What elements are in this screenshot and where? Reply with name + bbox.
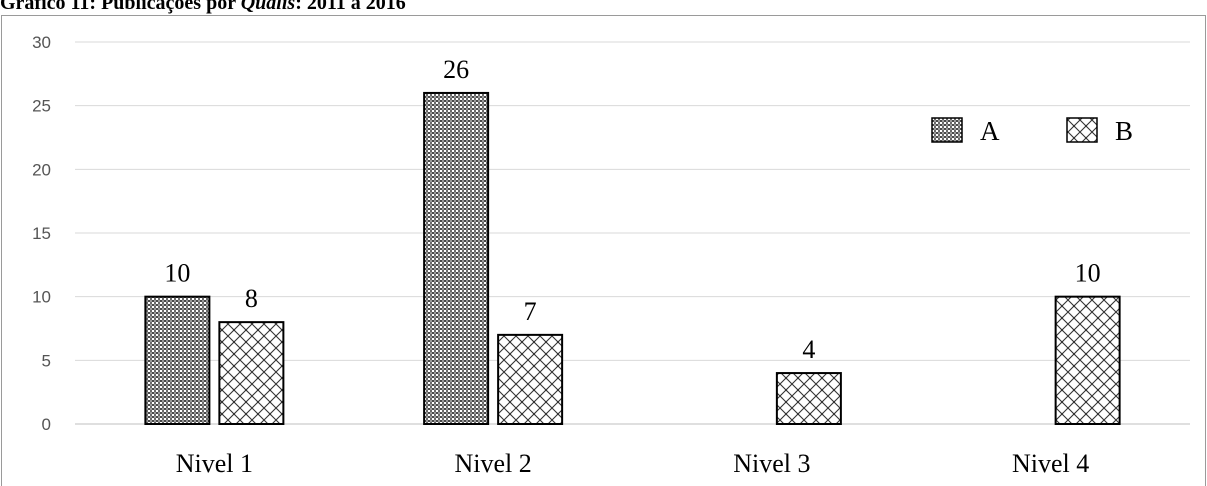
legend-label-a: A — [980, 116, 1000, 146]
bar-a — [144, 295, 211, 425]
x-category-label: Nivel 3 — [733, 449, 810, 478]
chart-frame — [1, 15, 1206, 486]
legend-swatch-a — [931, 117, 963, 143]
chart-title-prefix: Gráfico 11: Publicações por — [0, 0, 241, 14]
chart-title-suffix: : 2011 a 2016 — [295, 0, 406, 14]
x-axis-categories: Nivel 1 Nivel 2 Nivel 3 Nivel 4 — [176, 449, 1090, 478]
data-label: 10 — [164, 259, 190, 288]
x-category-label: Nivel 4 — [1012, 449, 1089, 478]
y-tick-label: 30 — [32, 33, 51, 52]
bar-b — [1054, 295, 1121, 425]
bar-b — [218, 321, 285, 425]
x-category-label: Nivel 2 — [454, 449, 531, 478]
data-label: 4 — [802, 335, 815, 364]
bar-b — [497, 333, 564, 425]
y-tick-label: 5 — [42, 351, 51, 370]
legend-label-b: B — [1115, 116, 1133, 146]
chart-title-italic: Qualis — [240, 0, 296, 14]
chart-title: Gráfico 11: Publicações por Qualis: 2011… — [0, 0, 406, 15]
data-label: 8 — [245, 284, 258, 313]
y-tick-label: 25 — [32, 97, 51, 116]
bar-b — [775, 372, 842, 426]
data-label: 10 — [1075, 259, 1101, 288]
x-category-label: Nivel 1 — [176, 449, 253, 478]
y-tick-label: 0 — [42, 415, 51, 434]
bar-a — [423, 91, 490, 426]
y-tick-label: 20 — [32, 160, 51, 179]
data-label: 26 — [443, 55, 469, 84]
y-axis-ticks: 0 5 10 15 20 25 30 — [32, 33, 51, 434]
y-tick-label: 10 — [32, 288, 51, 307]
data-labels: 10 8 26 7 4 10 — [164, 55, 1100, 364]
y-tick-label: 15 — [32, 224, 51, 243]
bars — [144, 91, 1121, 426]
data-label: 7 — [524, 297, 537, 326]
legend-swatch-b — [1066, 117, 1098, 143]
